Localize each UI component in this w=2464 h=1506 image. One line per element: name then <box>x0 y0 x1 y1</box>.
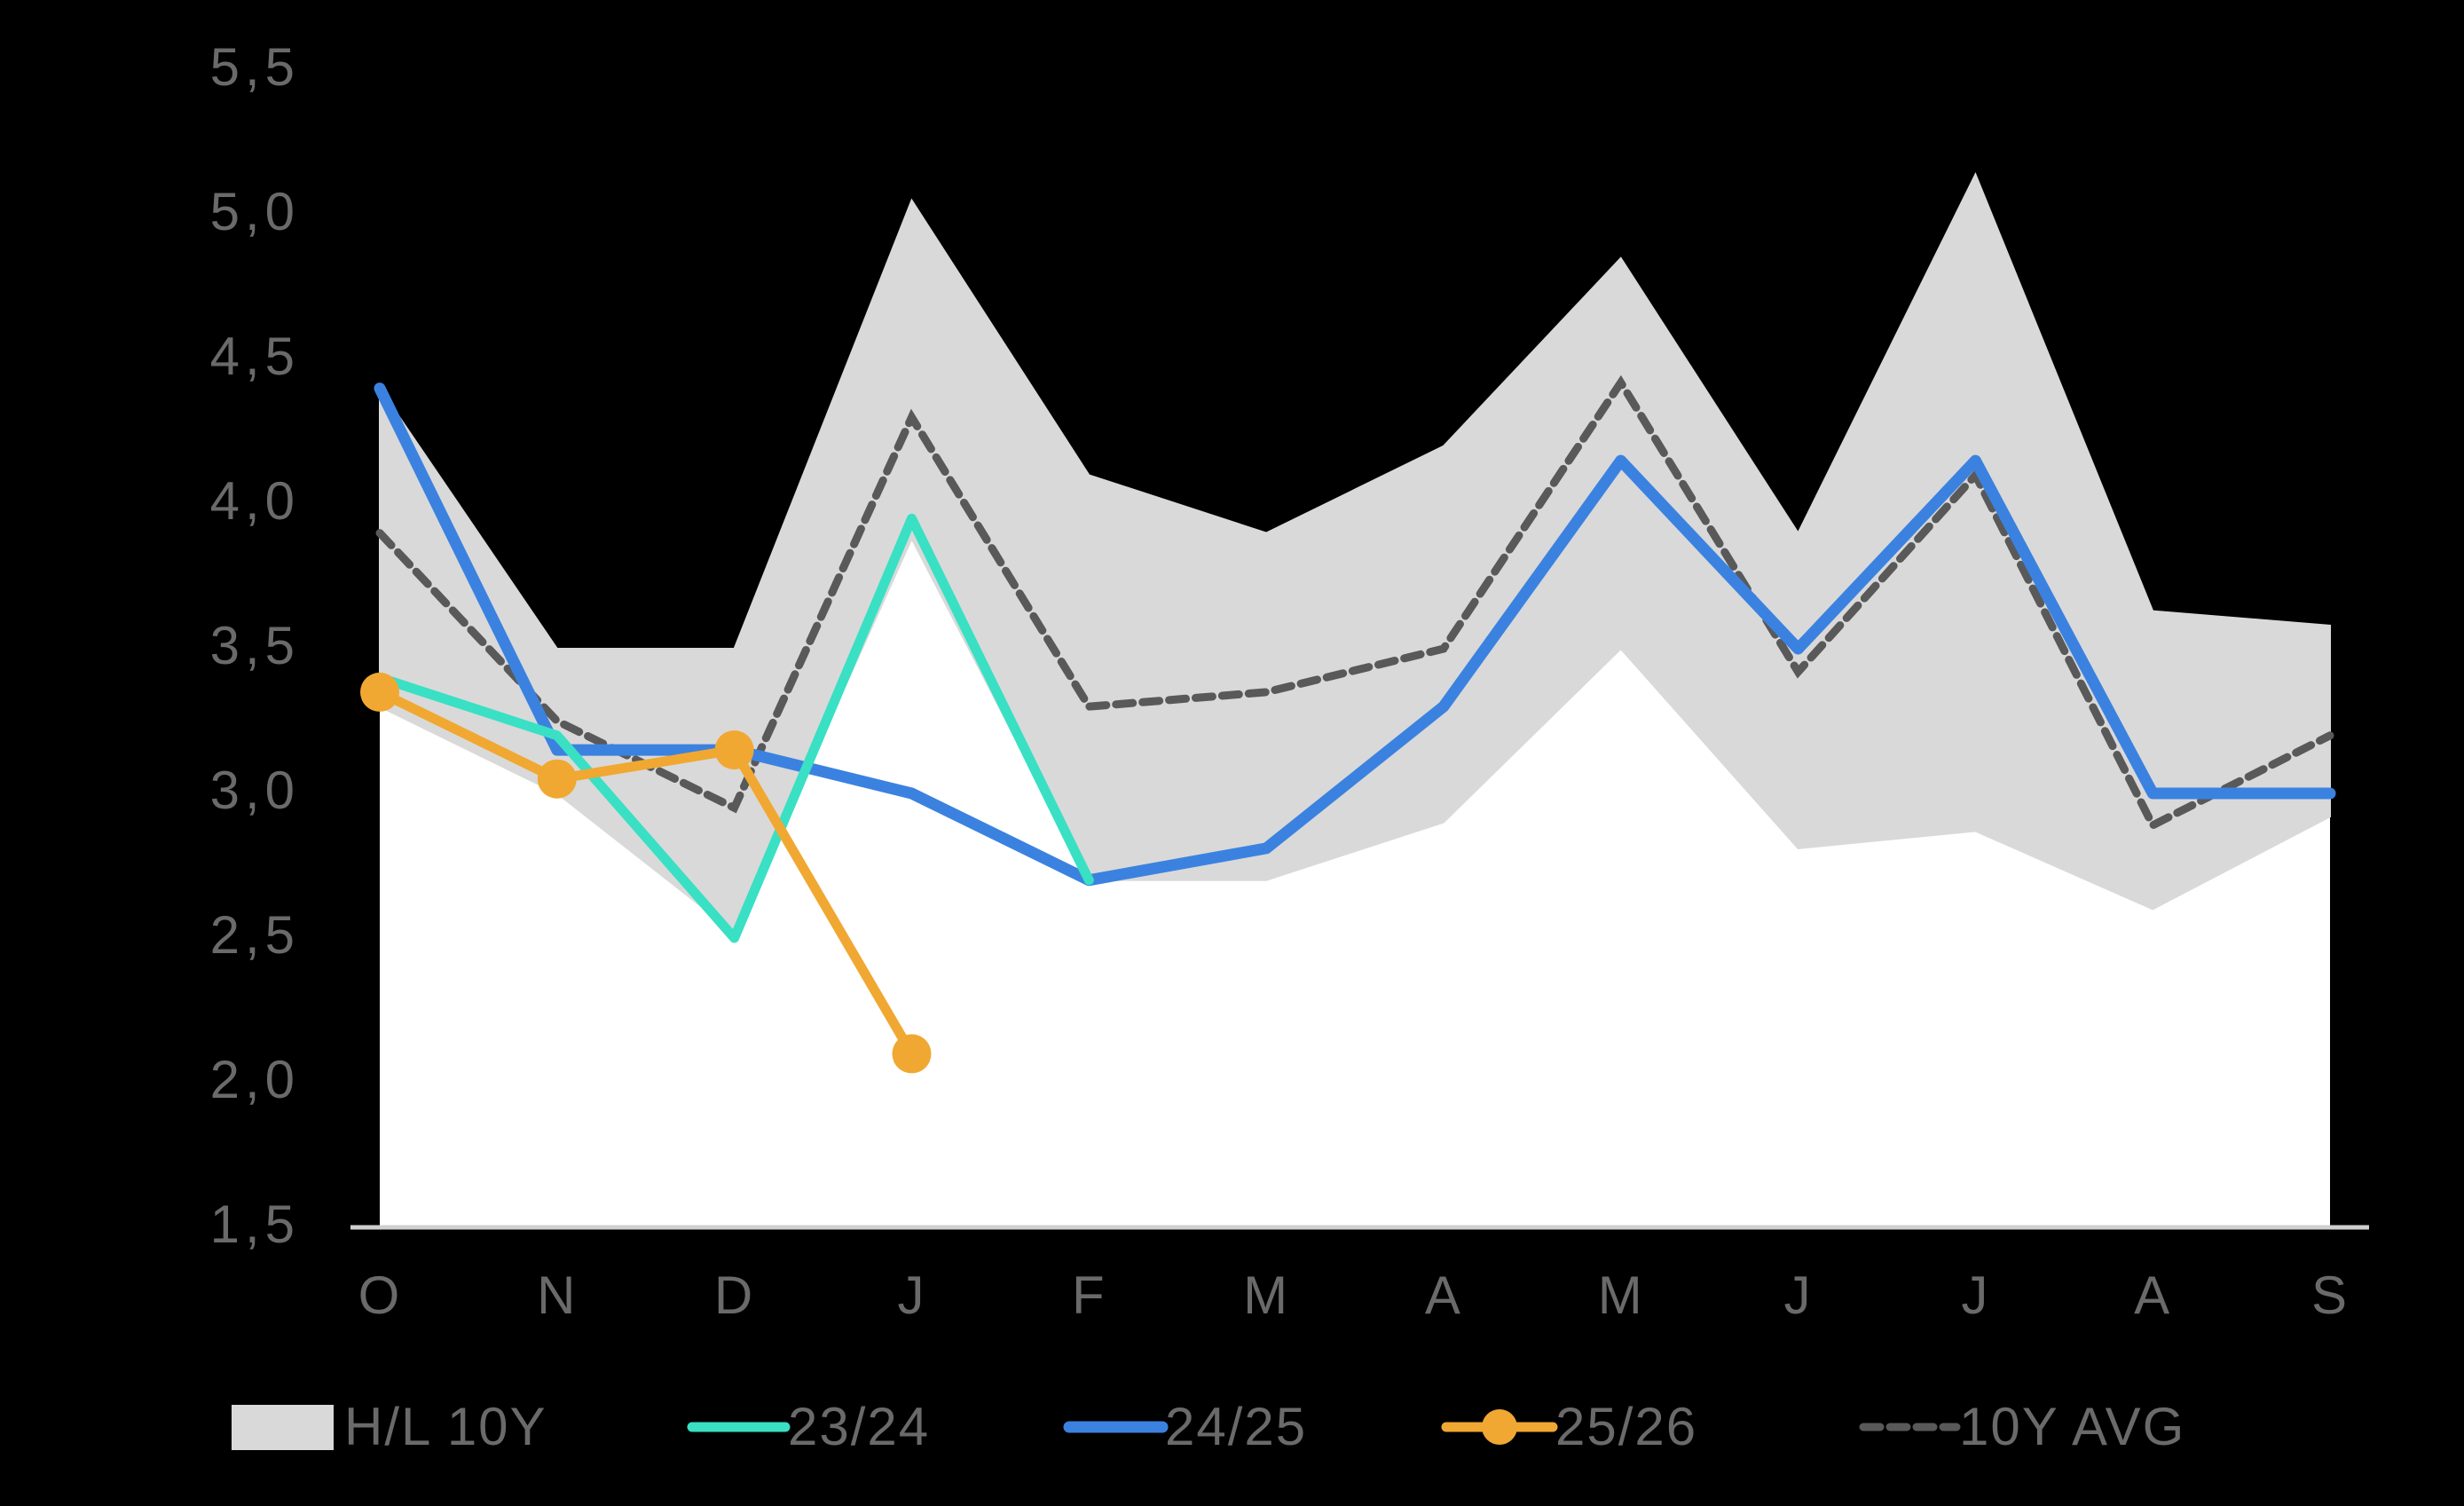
svg-text:M: M <box>1598 1266 1644 1325</box>
svg-text:1,5: 1,5 <box>210 1195 300 1254</box>
svg-text:O: O <box>358 1266 402 1325</box>
svg-text:2,0: 2,0 <box>210 1050 300 1109</box>
svg-text:4,0: 4,0 <box>210 471 300 531</box>
svg-text:3,0: 3,0 <box>210 761 300 820</box>
svg-text:N: N <box>537 1266 577 1325</box>
svg-text:5,0: 5,0 <box>210 182 300 241</box>
svg-text:2,5: 2,5 <box>210 905 300 965</box>
svg-text:A: A <box>1425 1266 1462 1325</box>
svg-text:M: M <box>1243 1266 1289 1325</box>
svg-text:J: J <box>1784 1266 1813 1325</box>
svg-text:J: J <box>1961 1266 1989 1325</box>
svg-text:5,5: 5,5 <box>210 37 300 97</box>
svg-text:S: S <box>2311 1266 2349 1325</box>
svg-text:4,5: 4,5 <box>210 327 300 386</box>
svg-text:23/24: 23/24 <box>788 1397 930 1456</box>
svg-text:25/26: 25/26 <box>1555 1397 1697 1456</box>
svg-text:10Y AVG: 10Y AVG <box>1959 1397 2185 1456</box>
svg-text:H/L 10Y: H/L 10Y <box>344 1397 547 1456</box>
svg-text:A: A <box>2134 1266 2171 1325</box>
svg-text:24/25: 24/25 <box>1165 1397 1307 1456</box>
svg-text:D: D <box>714 1266 754 1325</box>
svg-text:J: J <box>898 1266 926 1325</box>
svg-text:F: F <box>1072 1266 1106 1325</box>
svg-text:3,5: 3,5 <box>210 616 300 675</box>
